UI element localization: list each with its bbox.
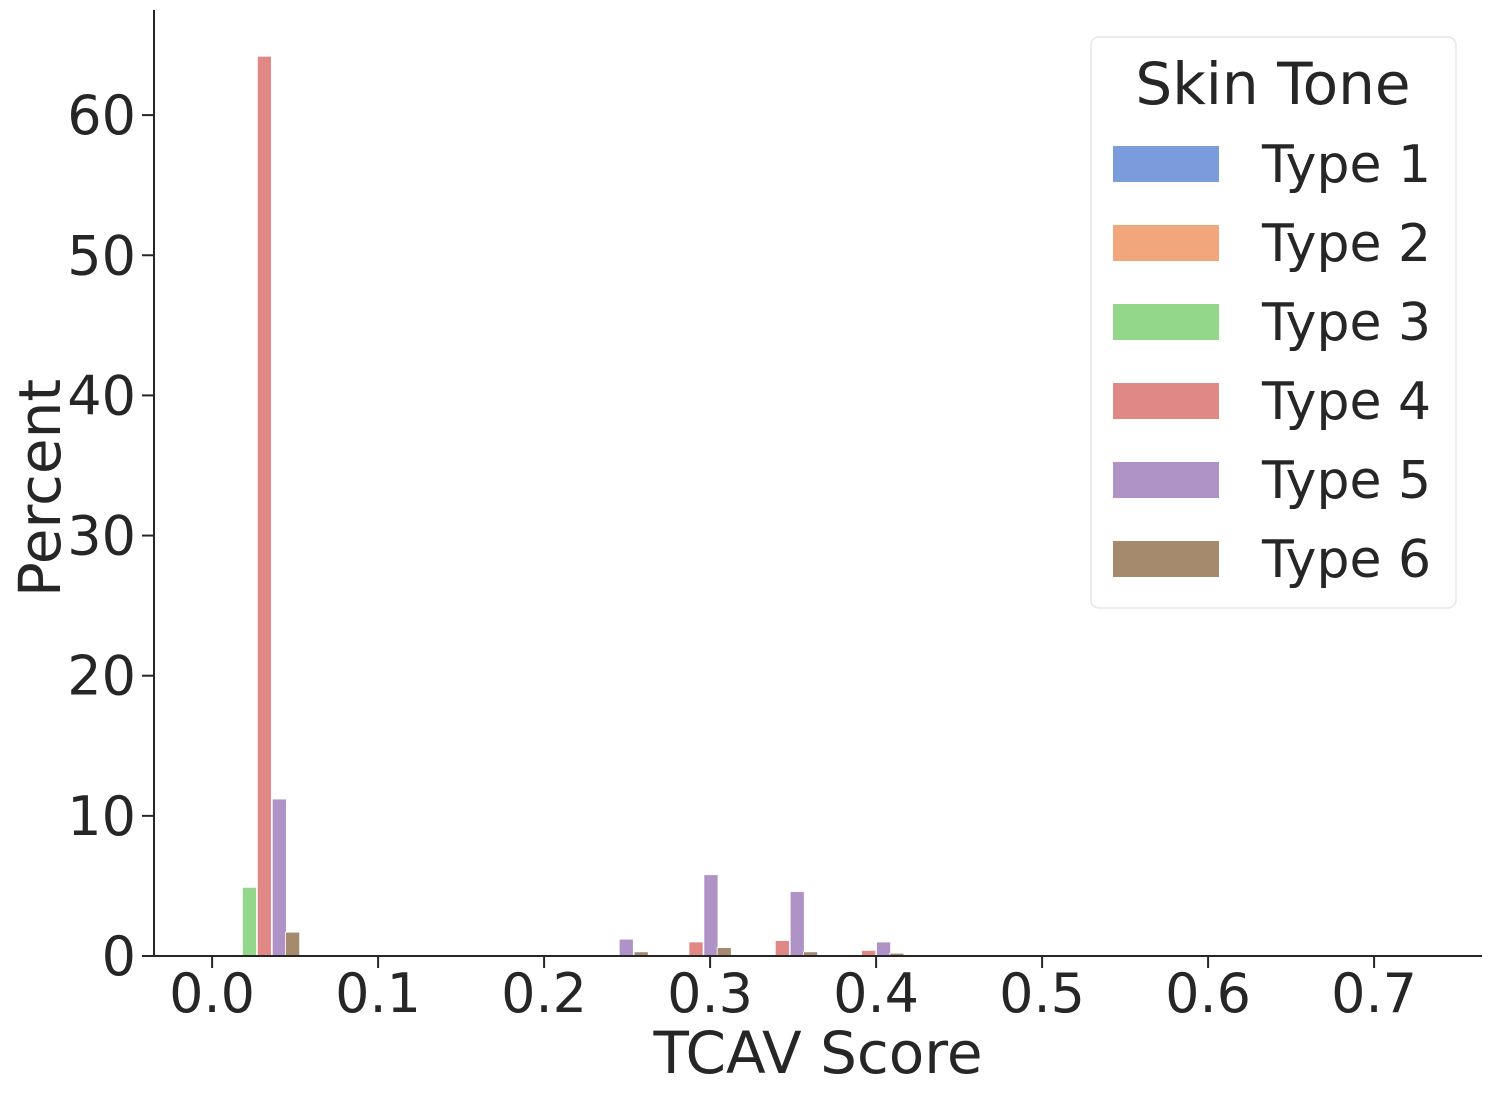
y-tick-label: 30 [67, 505, 136, 568]
bars-group [241, 55, 905, 957]
legend-label-type-2: Type 2 [1261, 214, 1431, 274]
legend-swatch-type-5 [1113, 462, 1219, 498]
legend-swatch-type-1 [1113, 146, 1219, 182]
y-tick-label: 0 [102, 925, 136, 988]
x-axis-label: TCAV Score [652, 1019, 982, 1087]
bar-type-5-4 [876, 941, 892, 957]
y-tick-label: 20 [67, 645, 136, 708]
y-tick-label: 40 [67, 364, 136, 427]
axes-group [153, 10, 1482, 957]
y-tick-label: 10 [67, 785, 136, 848]
x-tick-label: 0.4 [833, 962, 919, 1025]
legend-label-type-1: Type 1 [1261, 135, 1431, 195]
x-tick-label: 0.2 [501, 962, 587, 1025]
legend-swatch-type-6 [1113, 541, 1219, 577]
legend-label-type-5: Type 5 [1261, 451, 1431, 511]
legend-swatch-type-4 [1113, 383, 1219, 419]
bar-type-5-1 [618, 938, 634, 957]
bar-type-5-3 [789, 891, 805, 957]
bar-type-6-0 [285, 931, 301, 957]
bar-type-4-2 [774, 940, 790, 957]
legend-items: Type 1 Type 2 Type 3 Type 4 Type 5 Type 6 [1113, 135, 1431, 590]
bar-type-5-0 [271, 798, 287, 957]
legend-label-type-6: Type 6 [1261, 530, 1431, 590]
bar-type-5-2 [703, 874, 719, 957]
bar-type-4-0 [256, 55, 272, 957]
legend-title: Skin Tone [1135, 50, 1410, 118]
bar-type-3-0 [241, 886, 257, 957]
y-ticks-group: 0 10 20 30 40 50 60 [67, 84, 154, 988]
x-tick-label: 0.5 [999, 962, 1085, 1025]
legend-label-type-3: Type 3 [1261, 293, 1431, 353]
x-ticks-group: 0.0 0.1 0.2 0.3 0.4 0.5 0.6 0.7 [169, 956, 1417, 1025]
legend-label-type-4: Type 4 [1261, 372, 1431, 432]
bar-type-6-2 [716, 947, 732, 957]
bar-type-4-1 [688, 941, 704, 957]
legend: Skin Tone Type 1 Type 2 Type 3 Type 4 Type 5… [1090, 36, 1457, 609]
y-axis-label: Percent [6, 379, 74, 597]
x-tick-label: 0.7 [1331, 962, 1417, 1025]
x-tick-label: 0.6 [1165, 962, 1251, 1025]
x-tick-label: 0.1 [335, 962, 421, 1025]
x-tick-label: 0.3 [667, 962, 753, 1025]
y-tick-label: 50 [67, 224, 136, 287]
legend-swatch-type-3 [1113, 304, 1219, 340]
x-tick-label: 0.0 [169, 962, 255, 1025]
legend-swatch-type-2 [1113, 225, 1219, 261]
y-tick-label: 60 [67, 84, 136, 147]
